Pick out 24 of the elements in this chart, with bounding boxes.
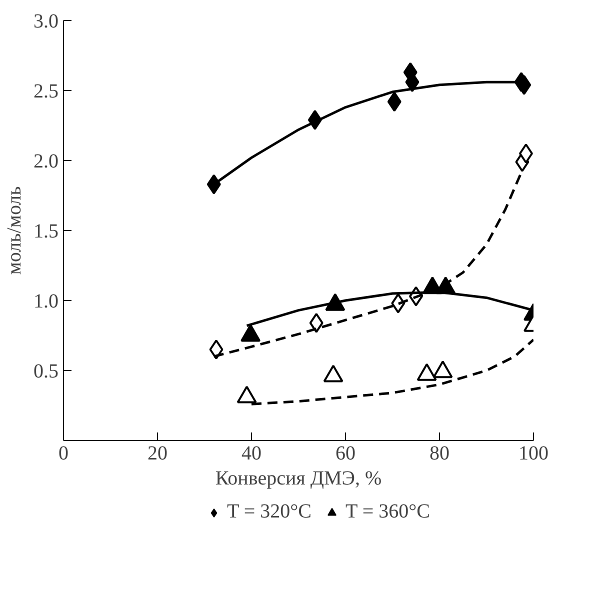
- y-axis-title: моль/моль: [4, 186, 26, 275]
- point: [323, 364, 344, 382]
- y-tick-label: 3.0: [34, 10, 58, 32]
- legend-label: T = 360°C: [346, 500, 430, 524]
- x-tick-label: 40: [242, 442, 262, 464]
- x-tick-label: 100: [518, 442, 548, 464]
- x-tick-label: 0: [58, 442, 68, 464]
- point: [432, 360, 453, 378]
- y-tick-label: 1.0: [34, 290, 58, 312]
- x-axis-title: Конверсия ДМЭ, %: [215, 468, 382, 490]
- x-tick-label: 60: [336, 442, 356, 464]
- legend-label: T = 320°C: [227, 500, 312, 524]
- point: [416, 363, 437, 381]
- point: [240, 324, 261, 342]
- y-tick-label: 2.0: [34, 150, 58, 172]
- point: [206, 174, 221, 194]
- y-tick-label: 2.5: [34, 80, 58, 102]
- x-tick-label: 20: [148, 442, 168, 464]
- point: [518, 144, 533, 164]
- y-tick-label: 1.5: [34, 220, 58, 242]
- point: [236, 386, 257, 404]
- point: [387, 92, 402, 112]
- x-tick-label: 80: [430, 442, 450, 464]
- y-tick-label: 0.5: [34, 360, 58, 382]
